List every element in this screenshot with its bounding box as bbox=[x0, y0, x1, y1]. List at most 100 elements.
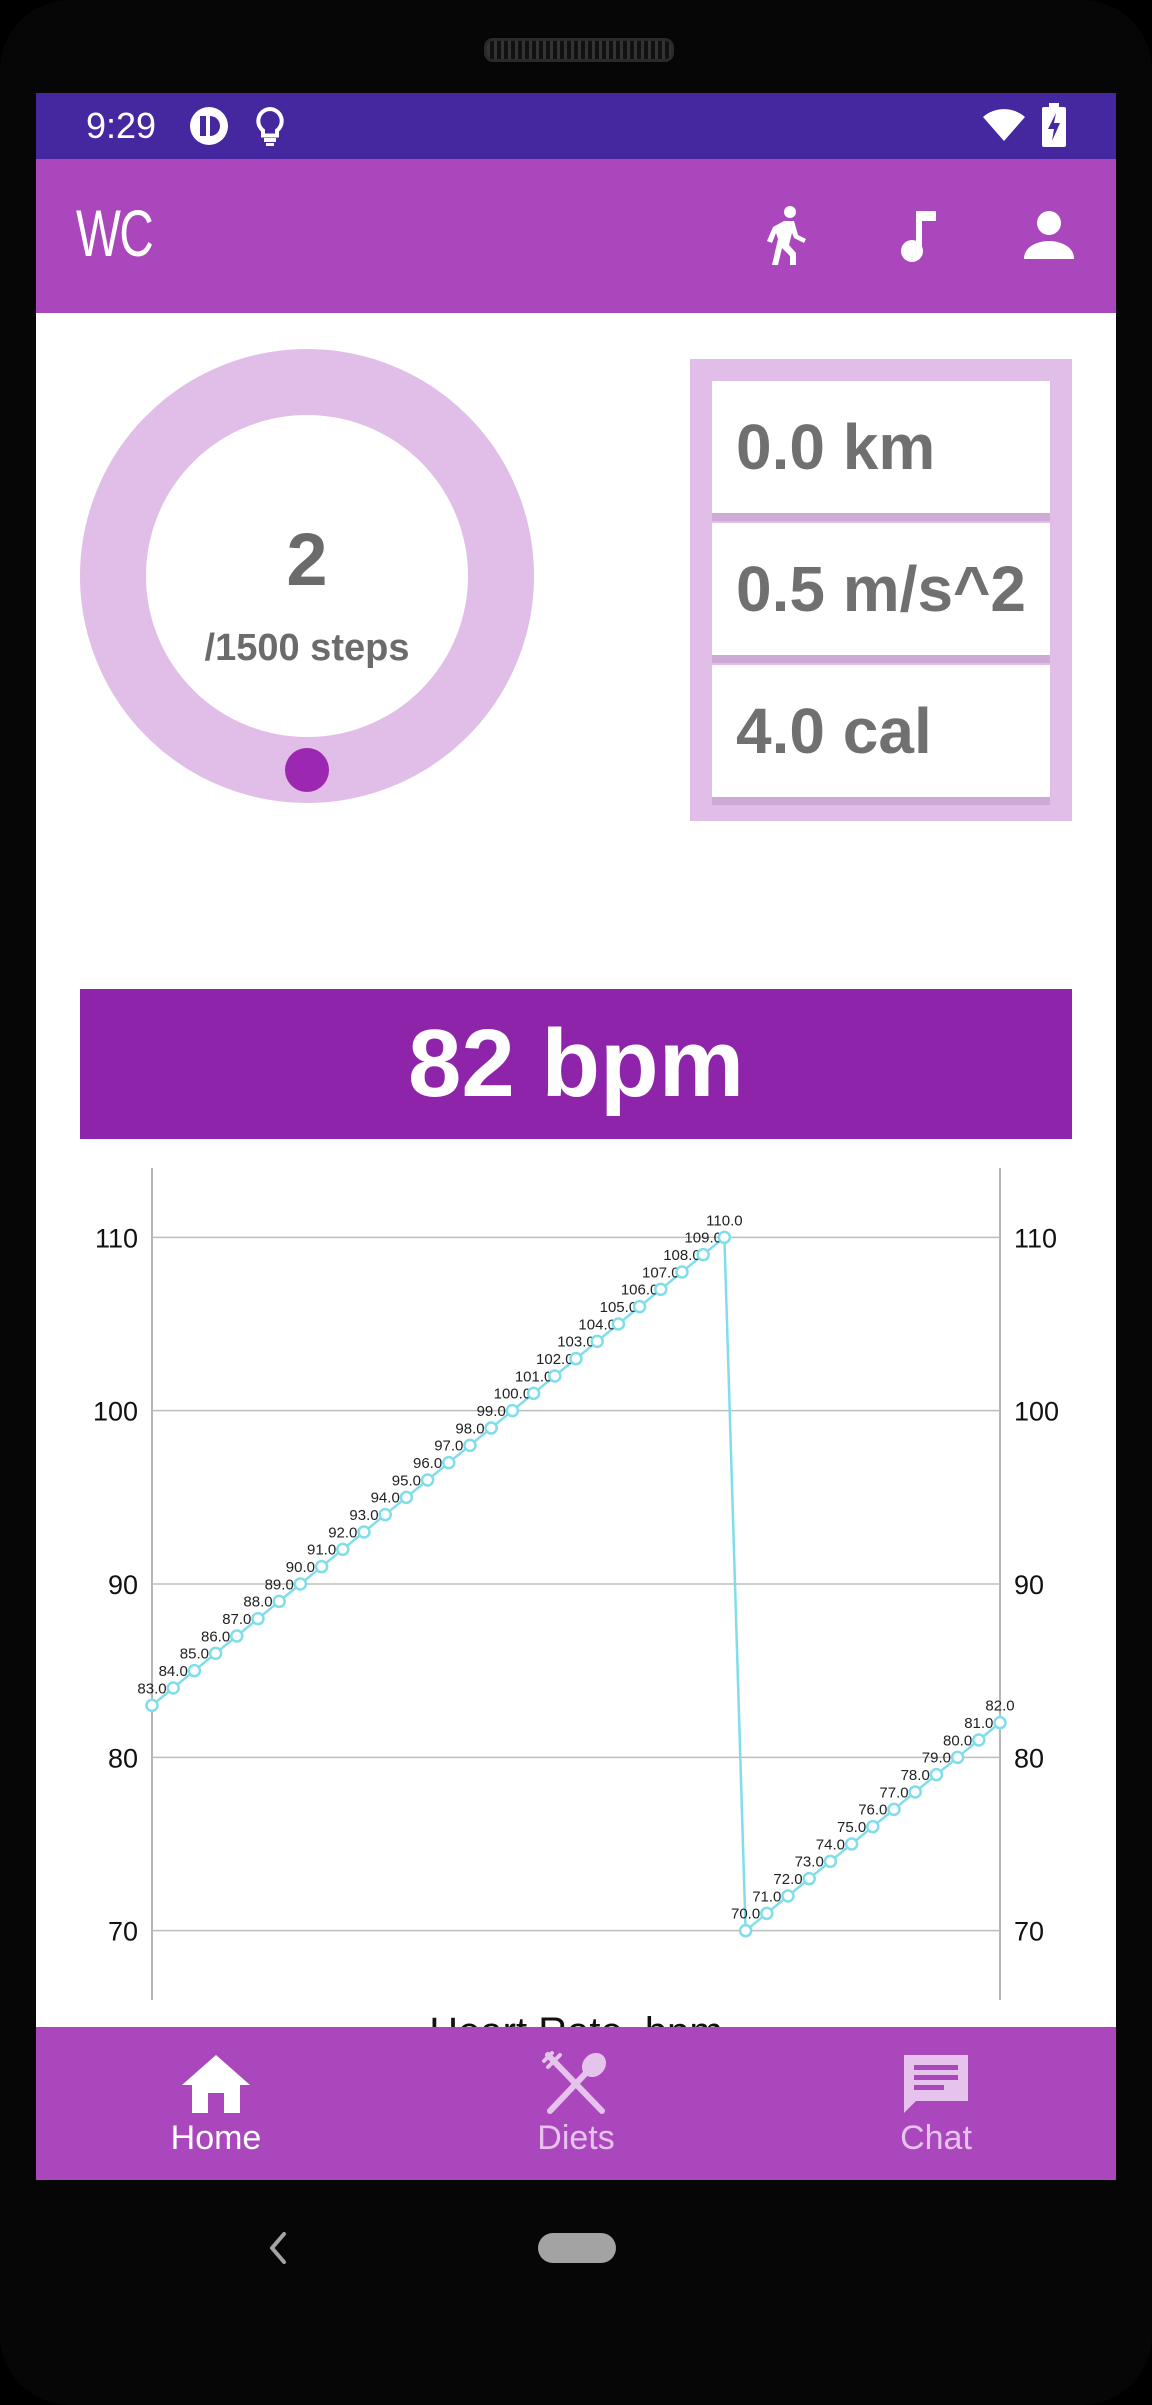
data-label: 92.0 bbox=[328, 1524, 357, 1541]
data-point bbox=[569, 1351, 583, 1366]
y-tick-label-left: 110 bbox=[95, 1223, 138, 1253]
data-point bbox=[887, 1802, 901, 1817]
data-point bbox=[357, 1525, 371, 1539]
y-tick-label-left: 100 bbox=[93, 1397, 138, 1427]
data-label: 102.0 bbox=[536, 1351, 574, 1368]
lightbulb-icon bbox=[252, 105, 288, 152]
data-point bbox=[738, 1923, 753, 1938]
data-point bbox=[187, 1663, 202, 1678]
heart-rate-banner: 82 bpm bbox=[80, 989, 1072, 1139]
data-label: 99.0 bbox=[477, 1403, 506, 1420]
system-back-button[interactable] bbox=[262, 2228, 292, 2268]
walk-button[interactable] bbox=[754, 203, 820, 269]
data-label: 84.0 bbox=[159, 1663, 188, 1680]
y-tick-label-left: 80 bbox=[108, 1743, 138, 1773]
nav-item-home[interactable]: Home bbox=[36, 2027, 396, 2180]
data-point bbox=[420, 1473, 435, 1487]
data-label: 76.0 bbox=[858, 1802, 887, 1819]
nav-item-diets[interactable]: Diets bbox=[396, 2027, 756, 2180]
steps-count: 2 bbox=[286, 518, 328, 601]
data-point bbox=[950, 1750, 965, 1765]
y-tick-label-right: 80 bbox=[1014, 1743, 1044, 1773]
data-label: 77.0 bbox=[879, 1784, 908, 1801]
data-label: 104.0 bbox=[578, 1316, 616, 1333]
data-label: 74.0 bbox=[816, 1836, 845, 1853]
data-label: 105.0 bbox=[600, 1299, 638, 1316]
music-note-icon bbox=[901, 211, 936, 262]
data-point bbox=[399, 1490, 414, 1505]
screen: 9:29 bbox=[36, 93, 1116, 2180]
home-icon bbox=[182, 2055, 250, 2113]
data-label: 87.0 bbox=[222, 1611, 251, 1628]
data-label: 72.0 bbox=[773, 1871, 802, 1888]
steps-goal: /1500 steps bbox=[204, 627, 410, 669]
data-point bbox=[548, 1369, 562, 1383]
data-point bbox=[442, 1455, 456, 1470]
y-tick-label-right: 90 bbox=[1014, 1570, 1044, 1600]
data-label: 70.0 bbox=[731, 1906, 760, 1923]
calories-value: 4.0 cal bbox=[736, 695, 932, 767]
app-logo: WC bbox=[76, 196, 154, 270]
data-point bbox=[230, 1629, 244, 1643]
nav-item-chat[interactable]: Chat bbox=[756, 2027, 1116, 2180]
data-point bbox=[802, 1871, 816, 1886]
nav-label-diets: Diets bbox=[537, 2119, 615, 2157]
person-icon bbox=[1024, 211, 1074, 259]
data-label: 86.0 bbox=[201, 1628, 230, 1645]
data-point bbox=[314, 1559, 329, 1574]
data-point bbox=[166, 1681, 180, 1695]
data-point bbox=[844, 1837, 859, 1851]
data-label: 110.0 bbox=[706, 1212, 742, 1229]
acceleration-value: 0.5 m/s^2 bbox=[736, 553, 1026, 625]
heart-rate-chart: 70 70 80 80 90 90 100 100 110 110 83.0 84.0 85.0 86.0… bbox=[36, 1168, 1116, 2054]
data-label: 75.0 bbox=[837, 1819, 866, 1836]
data-point bbox=[908, 1785, 922, 1799]
bottom-navigation: Home Diets Chat bbox=[36, 2027, 1116, 2180]
data-point bbox=[463, 1438, 477, 1453]
app-bar: WC bbox=[36, 159, 1116, 313]
data-label: 94.0 bbox=[371, 1490, 400, 1507]
data-point bbox=[611, 1317, 626, 1331]
data-point bbox=[781, 1889, 795, 1903]
data-label: 80.0 bbox=[943, 1732, 972, 1749]
data-point bbox=[866, 1819, 880, 1834]
nav-label-chat: Chat bbox=[900, 2119, 972, 2157]
data-point bbox=[272, 1594, 286, 1609]
y-tick-label-left: 70 bbox=[108, 1917, 138, 1947]
wifi-icon bbox=[982, 107, 1026, 148]
data-label: 109.0 bbox=[684, 1230, 722, 1247]
data-point bbox=[993, 1715, 1007, 1730]
data-point bbox=[336, 1542, 350, 1557]
distance-card: 0.0 km bbox=[712, 381, 1050, 513]
data-label: 90.0 bbox=[286, 1559, 315, 1576]
data-point bbox=[484, 1421, 498, 1435]
data-point bbox=[208, 1646, 223, 1661]
data-label: 106.0 bbox=[621, 1282, 659, 1299]
earpiece-speaker bbox=[484, 38, 674, 62]
data-point bbox=[717, 1230, 732, 1245]
steps-progress-ring: 2 /1500 steps bbox=[80, 349, 534, 803]
data-point bbox=[972, 1733, 986, 1747]
data-point bbox=[696, 1247, 710, 1262]
data-label: 96.0 bbox=[413, 1455, 442, 1472]
data-label: 101.0 bbox=[515, 1368, 553, 1385]
data-label: 82.0 bbox=[985, 1698, 1014, 1715]
data-point bbox=[251, 1611, 265, 1626]
data-label: 95.0 bbox=[392, 1472, 421, 1489]
data-point bbox=[675, 1265, 689, 1279]
y-tick-label-right: 100 bbox=[1014, 1397, 1059, 1427]
y-tick-label-left: 90 bbox=[108, 1570, 138, 1600]
music-button[interactable] bbox=[884, 203, 950, 269]
data-label: 91.0 bbox=[307, 1542, 336, 1559]
nav-label-home: Home bbox=[170, 2119, 262, 2157]
profile-button[interactable] bbox=[1016, 203, 1082, 269]
data-label: 78.0 bbox=[901, 1767, 930, 1784]
ring-progress-indicator bbox=[285, 748, 329, 792]
data-point bbox=[590, 1334, 604, 1349]
system-home-button[interactable] bbox=[538, 2233, 616, 2263]
walking-person-icon bbox=[767, 206, 806, 265]
data-point bbox=[378, 1507, 392, 1522]
heart-rate-line-chart: 70 70 80 80 90 90 100 100 110 110 83.084.085.086.0… bbox=[93, 1168, 1059, 2054]
data-label: 71.0 bbox=[752, 1888, 781, 1905]
